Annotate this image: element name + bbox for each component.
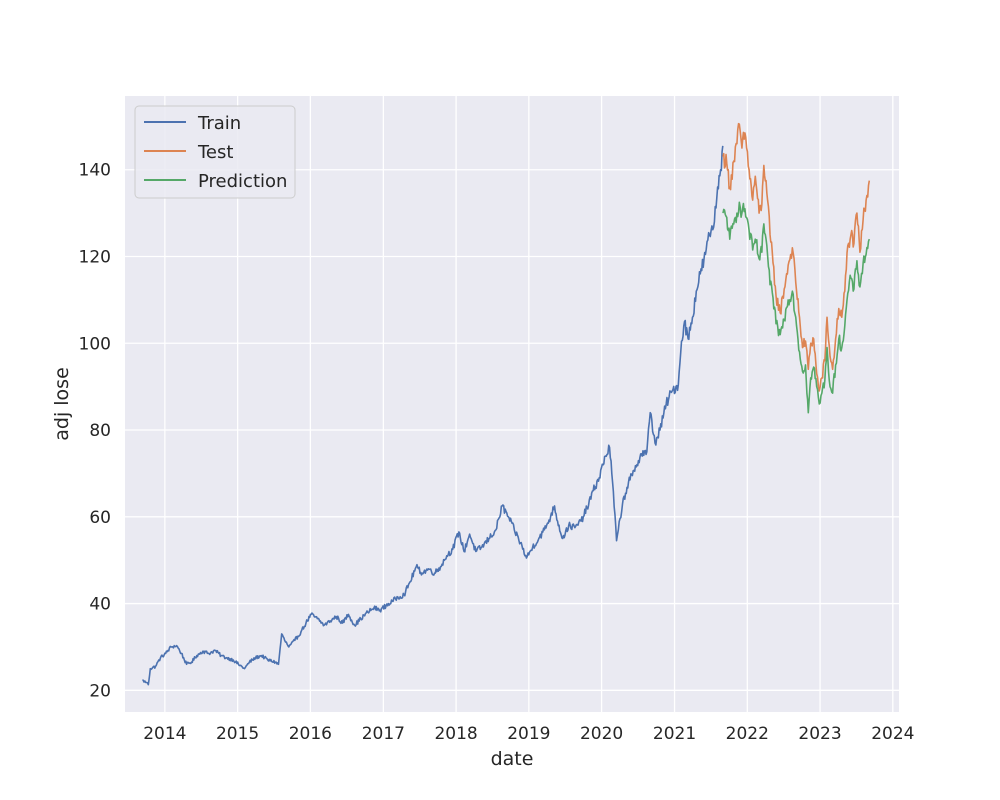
- gridlines: [125, 96, 899, 712]
- series-line-prediction: [722, 201, 871, 414]
- y-tick-label-20: 20: [89, 681, 111, 701]
- legend-box: [134, 105, 296, 199]
- tick-labels: 2014 2015 2016 2017 2018 2019 2020 2021 2022 2023…: [79, 161, 915, 744]
- y-tick-label-60: 60: [89, 508, 111, 528]
- x-tick-label-2019: 2019: [507, 724, 550, 744]
- x-tick-label-2014: 2014: [143, 724, 186, 744]
- series-line-train: [142, 145, 724, 686]
- x-tick-label-2020: 2020: [580, 724, 623, 744]
- y-tick-label-140: 140: [79, 161, 111, 181]
- y-tick-label-120: 120: [79, 248, 111, 268]
- x-tick-label-2016: 2016: [289, 724, 332, 744]
- legend-label-train: Train: [197, 113, 241, 134]
- legend-label-test: Test: [197, 142, 233, 163]
- x-tick-label-2022: 2022: [726, 724, 769, 744]
- series-line-test: [722, 122, 871, 392]
- legend: Train Test Prediction: [134, 105, 296, 199]
- x-tick-label-2017: 2017: [362, 724, 405, 744]
- x-tick-label-2015: 2015: [216, 724, 259, 744]
- plot-area: [125, 96, 899, 712]
- y-tick-label-40: 40: [89, 595, 111, 615]
- x-axis-title: date: [491, 748, 534, 770]
- x-tick-label-2024: 2024: [871, 724, 914, 744]
- y-tick-label-100: 100: [79, 334, 111, 354]
- y-axis-title: adj lose: [51, 367, 73, 441]
- x-tick-label-2023: 2023: [798, 724, 841, 744]
- y-tick-label-80: 80: [89, 421, 111, 441]
- legend-label-prediction: Prediction: [198, 171, 287, 192]
- series-lines: [142, 122, 871, 686]
- x-tick-label-2018: 2018: [434, 724, 477, 744]
- x-tick-label-2021: 2021: [653, 724, 696, 744]
